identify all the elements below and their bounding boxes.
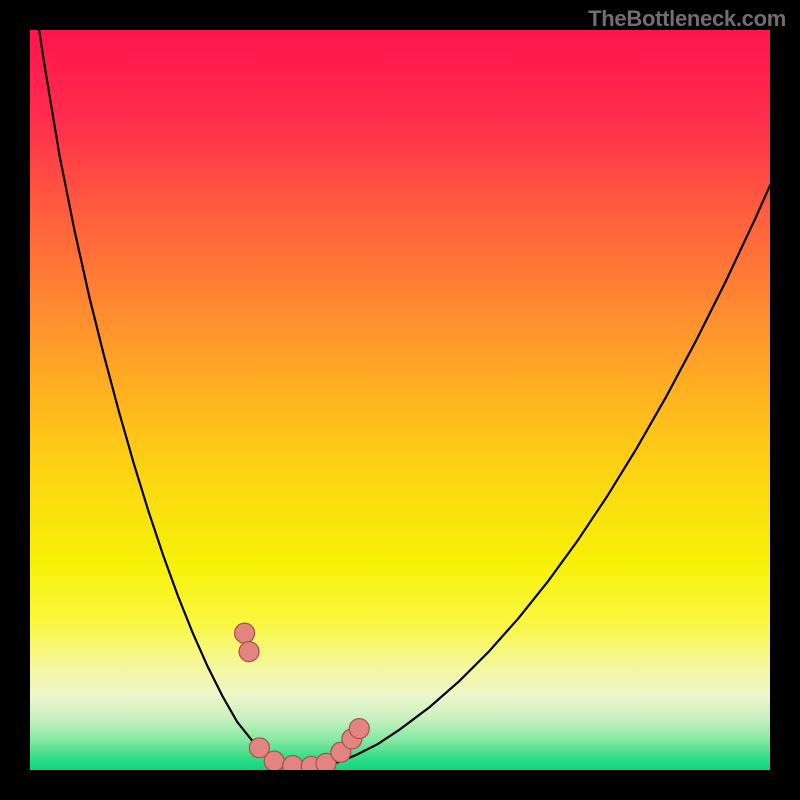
marker-dot bbox=[283, 756, 303, 770]
watermark-text: TheBottleneck.com bbox=[588, 6, 786, 32]
plot-svg bbox=[30, 30, 770, 770]
marker-dot bbox=[264, 751, 284, 770]
marker-dot bbox=[349, 719, 369, 739]
plot-area bbox=[30, 30, 770, 770]
gradient-background bbox=[30, 30, 770, 770]
marker-dot bbox=[239, 642, 259, 662]
marker-dot bbox=[235, 623, 255, 643]
